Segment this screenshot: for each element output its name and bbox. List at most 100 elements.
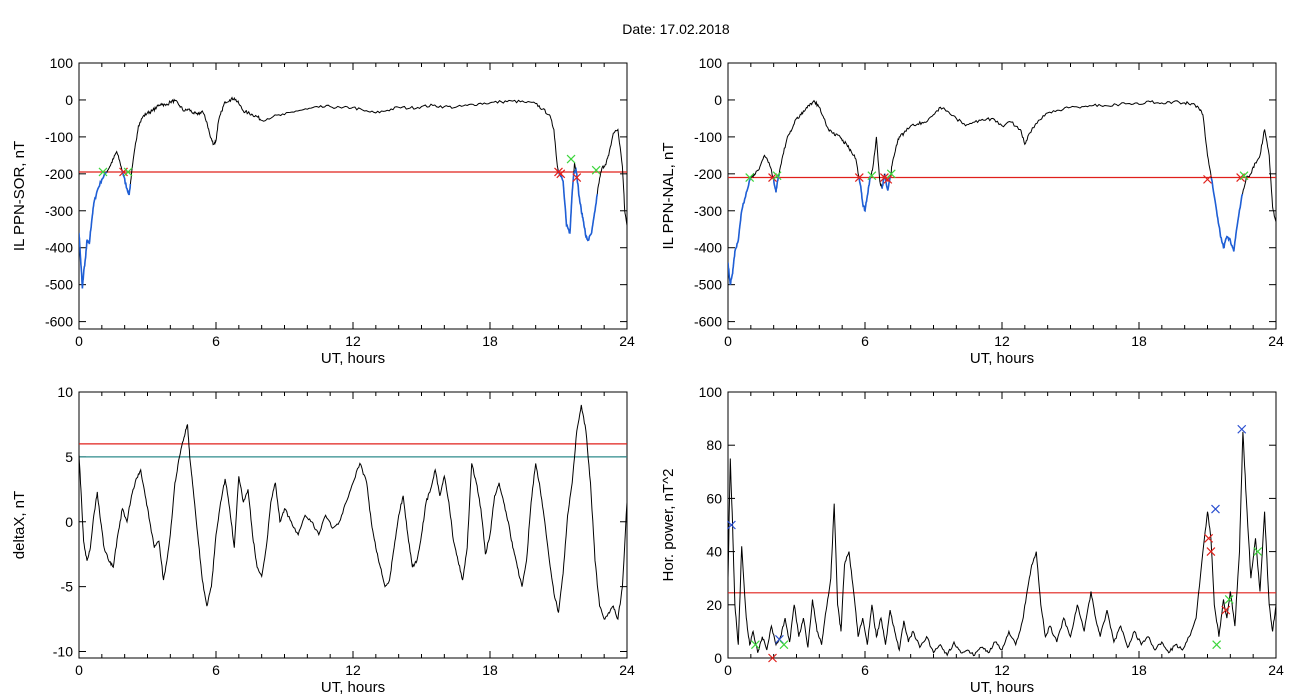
x-tick-label: 18 [1131, 662, 1147, 678]
below-threshold-segment [79, 171, 108, 289]
y-tick-label: -400 [45, 240, 73, 256]
y-tick-label: 0 [714, 650, 722, 666]
plot-area [728, 99, 1276, 285]
x-tick-label: 6 [212, 333, 220, 349]
panel-2: 0 6 12 18 24 100 0 -100 -200 -300 -400 -500 -600 UT, … [660, 55, 1284, 367]
event-marker-green [867, 171, 877, 181]
event-marker-red [572, 173, 582, 182]
x-tick-label: 24 [1268, 333, 1284, 349]
event-marker-red [556, 169, 566, 179]
event-marker-green [591, 165, 601, 175]
y-tick-label: 0 [65, 514, 73, 530]
x-tick-label: 18 [482, 662, 498, 678]
event-marker-red [1204, 533, 1214, 543]
y-tick-label: 20 [706, 597, 722, 613]
y-tick-label: -10 [53, 644, 73, 660]
x-tick-label: 24 [1268, 662, 1284, 678]
y-tick-label: 100 [50, 55, 74, 71]
plot-frame [727, 62, 1277, 330]
event-marker-red [883, 174, 893, 184]
y-tick-label: 40 [706, 544, 722, 560]
event-marker-blue [727, 520, 736, 530]
plot-area [728, 431, 1276, 657]
y-tick-label: -100 [45, 129, 73, 145]
x-tick-label: 0 [724, 333, 732, 349]
y-axis-label: IL PPN-NAL, nT [660, 143, 677, 250]
figure-title: Date: 17.02.2018 [622, 21, 730, 37]
event-marker-red [1221, 605, 1231, 615]
below-threshold-segment [557, 167, 580, 234]
panel-4: 0 6 12 18 24 100 80 60 40 20 0 UT, hours Hor. power,… [660, 384, 1284, 696]
y-tick-label: 80 [706, 437, 722, 453]
x-tick-label: 0 [724, 662, 732, 678]
event-marker-green [1224, 595, 1234, 604]
x-tick-label: 24 [619, 662, 635, 678]
y-tick-label: 0 [714, 92, 722, 108]
y-axis-label: deltaX, nT [11, 491, 28, 559]
data-trace [79, 96, 627, 289]
panel-3: 0 6 12 18 24 10 5 0 -5 -10 UT, hours deltaX, nT [11, 384, 635, 696]
y-tick-label: -400 [694, 240, 722, 256]
below-threshold-segment [578, 193, 599, 242]
x-axis-label: UT, hours [970, 679, 1034, 696]
below-threshold-segment [728, 177, 752, 285]
event-marker-green [779, 640, 789, 650]
y-tick-label: -200 [45, 166, 73, 182]
panel-1: 0 6 12 18 24 100 0 -100 -200 -300 -400 -500 -600 UT, … [11, 55, 635, 367]
data-trace [728, 431, 1276, 657]
below-threshold-segment [858, 175, 872, 213]
below-threshold-segment [1210, 177, 1244, 252]
y-axis-label: Hor. power, nT^2 [660, 469, 677, 582]
event-marker-green [1239, 171, 1249, 181]
data-trace [79, 404, 627, 621]
x-tick-label: 18 [482, 333, 498, 349]
y-tick-label: -100 [694, 129, 722, 145]
x-tick-label: 0 [75, 662, 83, 678]
y-tick-label: -5 [61, 579, 74, 595]
event-marker-green [772, 171, 782, 181]
event-marker-red [854, 173, 864, 182]
x-tick-label: 12 [994, 333, 1010, 349]
y-tick-label: 60 [706, 490, 722, 506]
plot-frame [727, 391, 1277, 659]
x-tick-label: 6 [212, 662, 220, 678]
y-tick-label: -300 [694, 203, 722, 219]
event-marker-blue [1237, 424, 1247, 434]
y-tick-label: 0 [65, 92, 73, 108]
x-tick-label: 12 [994, 662, 1010, 678]
event-marker-green [123, 167, 133, 177]
x-tick-label: 6 [861, 333, 869, 349]
y-tick-label: 100 [699, 55, 723, 71]
x-tick-label: 12 [345, 333, 361, 349]
x-tick-label: 18 [1131, 333, 1147, 349]
event-marker-green [745, 173, 755, 182]
y-axis-label: IL PPN-SOR, nT [11, 141, 28, 251]
event-marker-green [98, 167, 108, 177]
y-tick-label: -600 [694, 314, 722, 330]
event-marker-red [1203, 174, 1212, 184]
y-tick-label: -500 [694, 277, 722, 293]
x-tick-label: 0 [75, 333, 83, 349]
below-threshold-segment [121, 169, 132, 196]
x-tick-label: 24 [619, 333, 635, 349]
plot-area [79, 404, 627, 621]
x-axis-label: UT, hours [321, 679, 385, 696]
x-axis-label: UT, hours [970, 350, 1034, 367]
data-trace [728, 99, 1276, 285]
x-tick-label: 6 [861, 662, 869, 678]
event-marker-red [768, 653, 777, 663]
x-axis-label: UT, hours [321, 350, 385, 367]
below-threshold-segment [772, 175, 780, 193]
event-marker-green [750, 640, 760, 650]
event-marker-green [566, 154, 576, 164]
plot-area [79, 96, 627, 289]
event-marker-red [1206, 547, 1216, 557]
y-tick-label: -500 [45, 277, 73, 293]
event-marker-red [768, 173, 777, 182]
y-tick-label: -300 [45, 203, 73, 219]
x-tick-label: 12 [345, 662, 361, 678]
y-tick-label: 100 [699, 384, 723, 400]
y-tick-label: 10 [57, 384, 73, 400]
event-marker-green [886, 169, 896, 179]
